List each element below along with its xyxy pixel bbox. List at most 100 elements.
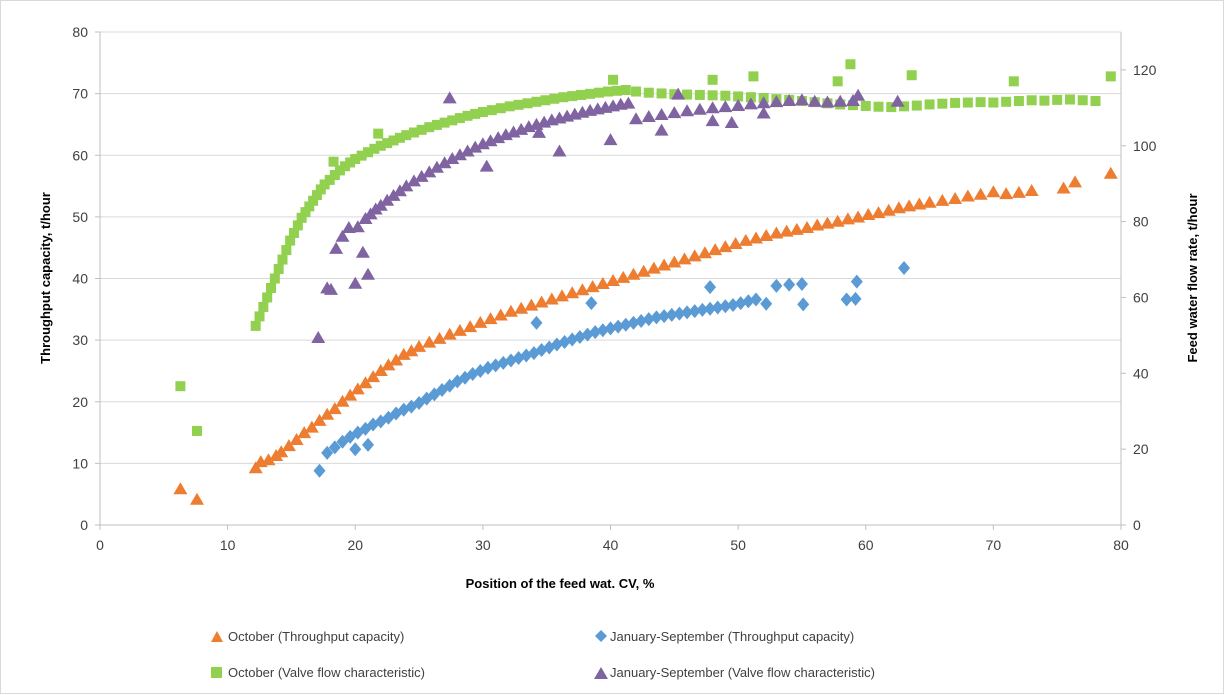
data-point	[789, 222, 804, 235]
legend-label: October (Valve flow characteristic)	[228, 665, 425, 680]
data-point	[463, 320, 478, 333]
data-point	[345, 157, 356, 168]
data-point	[596, 323, 609, 338]
data-point	[1103, 166, 1118, 179]
data-point	[937, 98, 948, 109]
data-point	[401, 130, 412, 141]
legend-item-janseptember-valve[interactable]: January-September (Valve flow characteri…	[594, 665, 875, 680]
data-point	[627, 315, 640, 330]
data-point	[794, 93, 809, 106]
data-point	[281, 245, 292, 256]
data-point	[300, 207, 311, 218]
data-point	[313, 463, 326, 478]
data-point	[366, 370, 381, 383]
data-point	[745, 92, 756, 103]
data-point	[422, 165, 437, 178]
data-point	[602, 86, 613, 97]
data-point	[681, 305, 694, 320]
data-point	[292, 220, 303, 231]
data-point	[886, 102, 897, 113]
data-point	[641, 109, 656, 122]
data-point	[795, 277, 808, 292]
y-tick-label: 70	[72, 86, 88, 102]
data-point	[321, 445, 334, 460]
data-point	[462, 110, 473, 121]
data-point	[424, 122, 435, 133]
data-point	[431, 119, 442, 130]
data-point	[250, 320, 261, 331]
data-point	[308, 195, 319, 206]
data-point	[873, 101, 884, 112]
data-point	[589, 325, 602, 340]
data-point	[902, 199, 917, 212]
data-point	[606, 273, 621, 286]
data-point	[849, 291, 862, 306]
data-point	[388, 135, 399, 146]
y-tick-label: 60	[72, 147, 88, 163]
series-1	[313, 261, 911, 478]
data-point	[850, 274, 863, 289]
data-point	[513, 99, 524, 110]
data-point	[297, 426, 312, 439]
data-point	[728, 236, 743, 249]
data-point	[1052, 94, 1063, 105]
data-point	[493, 308, 508, 321]
legend-marker-triangle-purple	[594, 667, 608, 679]
data-point	[422, 335, 437, 348]
data-point	[522, 98, 533, 109]
data-point	[473, 315, 488, 328]
data-point	[373, 128, 384, 139]
data-point	[258, 301, 269, 312]
data-point	[687, 249, 702, 262]
data-point	[912, 197, 927, 210]
data-point	[759, 228, 774, 241]
data-point	[363, 147, 374, 158]
data-point	[656, 88, 667, 99]
data-point	[319, 179, 330, 190]
data-point	[881, 203, 896, 216]
data-point	[1013, 96, 1024, 107]
data-point	[544, 292, 559, 305]
legend-item-janseptember-throughput[interactable]: January-September (Throughput capacity)	[595, 629, 854, 644]
data-point	[616, 270, 631, 283]
data-point	[394, 132, 405, 143]
data-point	[1077, 95, 1088, 106]
data-point	[479, 159, 494, 172]
legend-label: January-September (Valve flow characteri…	[610, 665, 875, 680]
data-point	[468, 140, 483, 153]
data-point	[350, 382, 365, 395]
legend-item-october-throughput[interactable]: October (Throughput capacity)	[211, 629, 404, 644]
data-point	[891, 201, 906, 214]
data-point	[399, 179, 414, 192]
data-point	[447, 115, 458, 126]
series-0	[173, 166, 1118, 505]
data-point	[386, 188, 401, 201]
data-point	[682, 89, 693, 100]
data-point	[329, 241, 344, 254]
data-point	[491, 131, 506, 144]
x-tick-label: 60	[858, 537, 874, 553]
data-point	[770, 278, 783, 293]
data-point	[612, 319, 625, 334]
data-point	[603, 133, 618, 146]
data-point	[749, 292, 762, 307]
data-point	[555, 289, 570, 302]
data-point	[534, 295, 549, 308]
data-point	[906, 70, 917, 81]
data-point	[820, 95, 835, 108]
data-point	[445, 152, 460, 165]
legend-item-october-valve[interactable]: October (Valve flow characteristic)	[211, 665, 425, 680]
data-point	[718, 100, 733, 113]
y-tick-label: 50	[72, 209, 88, 225]
legend-marker-triangle-orange	[211, 631, 223, 642]
data-point	[769, 226, 784, 239]
data-point	[851, 210, 866, 223]
data-point	[657, 258, 672, 271]
data-point	[650, 310, 663, 325]
data-point	[704, 301, 717, 316]
data-point	[324, 282, 339, 295]
data-point	[810, 218, 825, 231]
data-point	[470, 108, 481, 119]
